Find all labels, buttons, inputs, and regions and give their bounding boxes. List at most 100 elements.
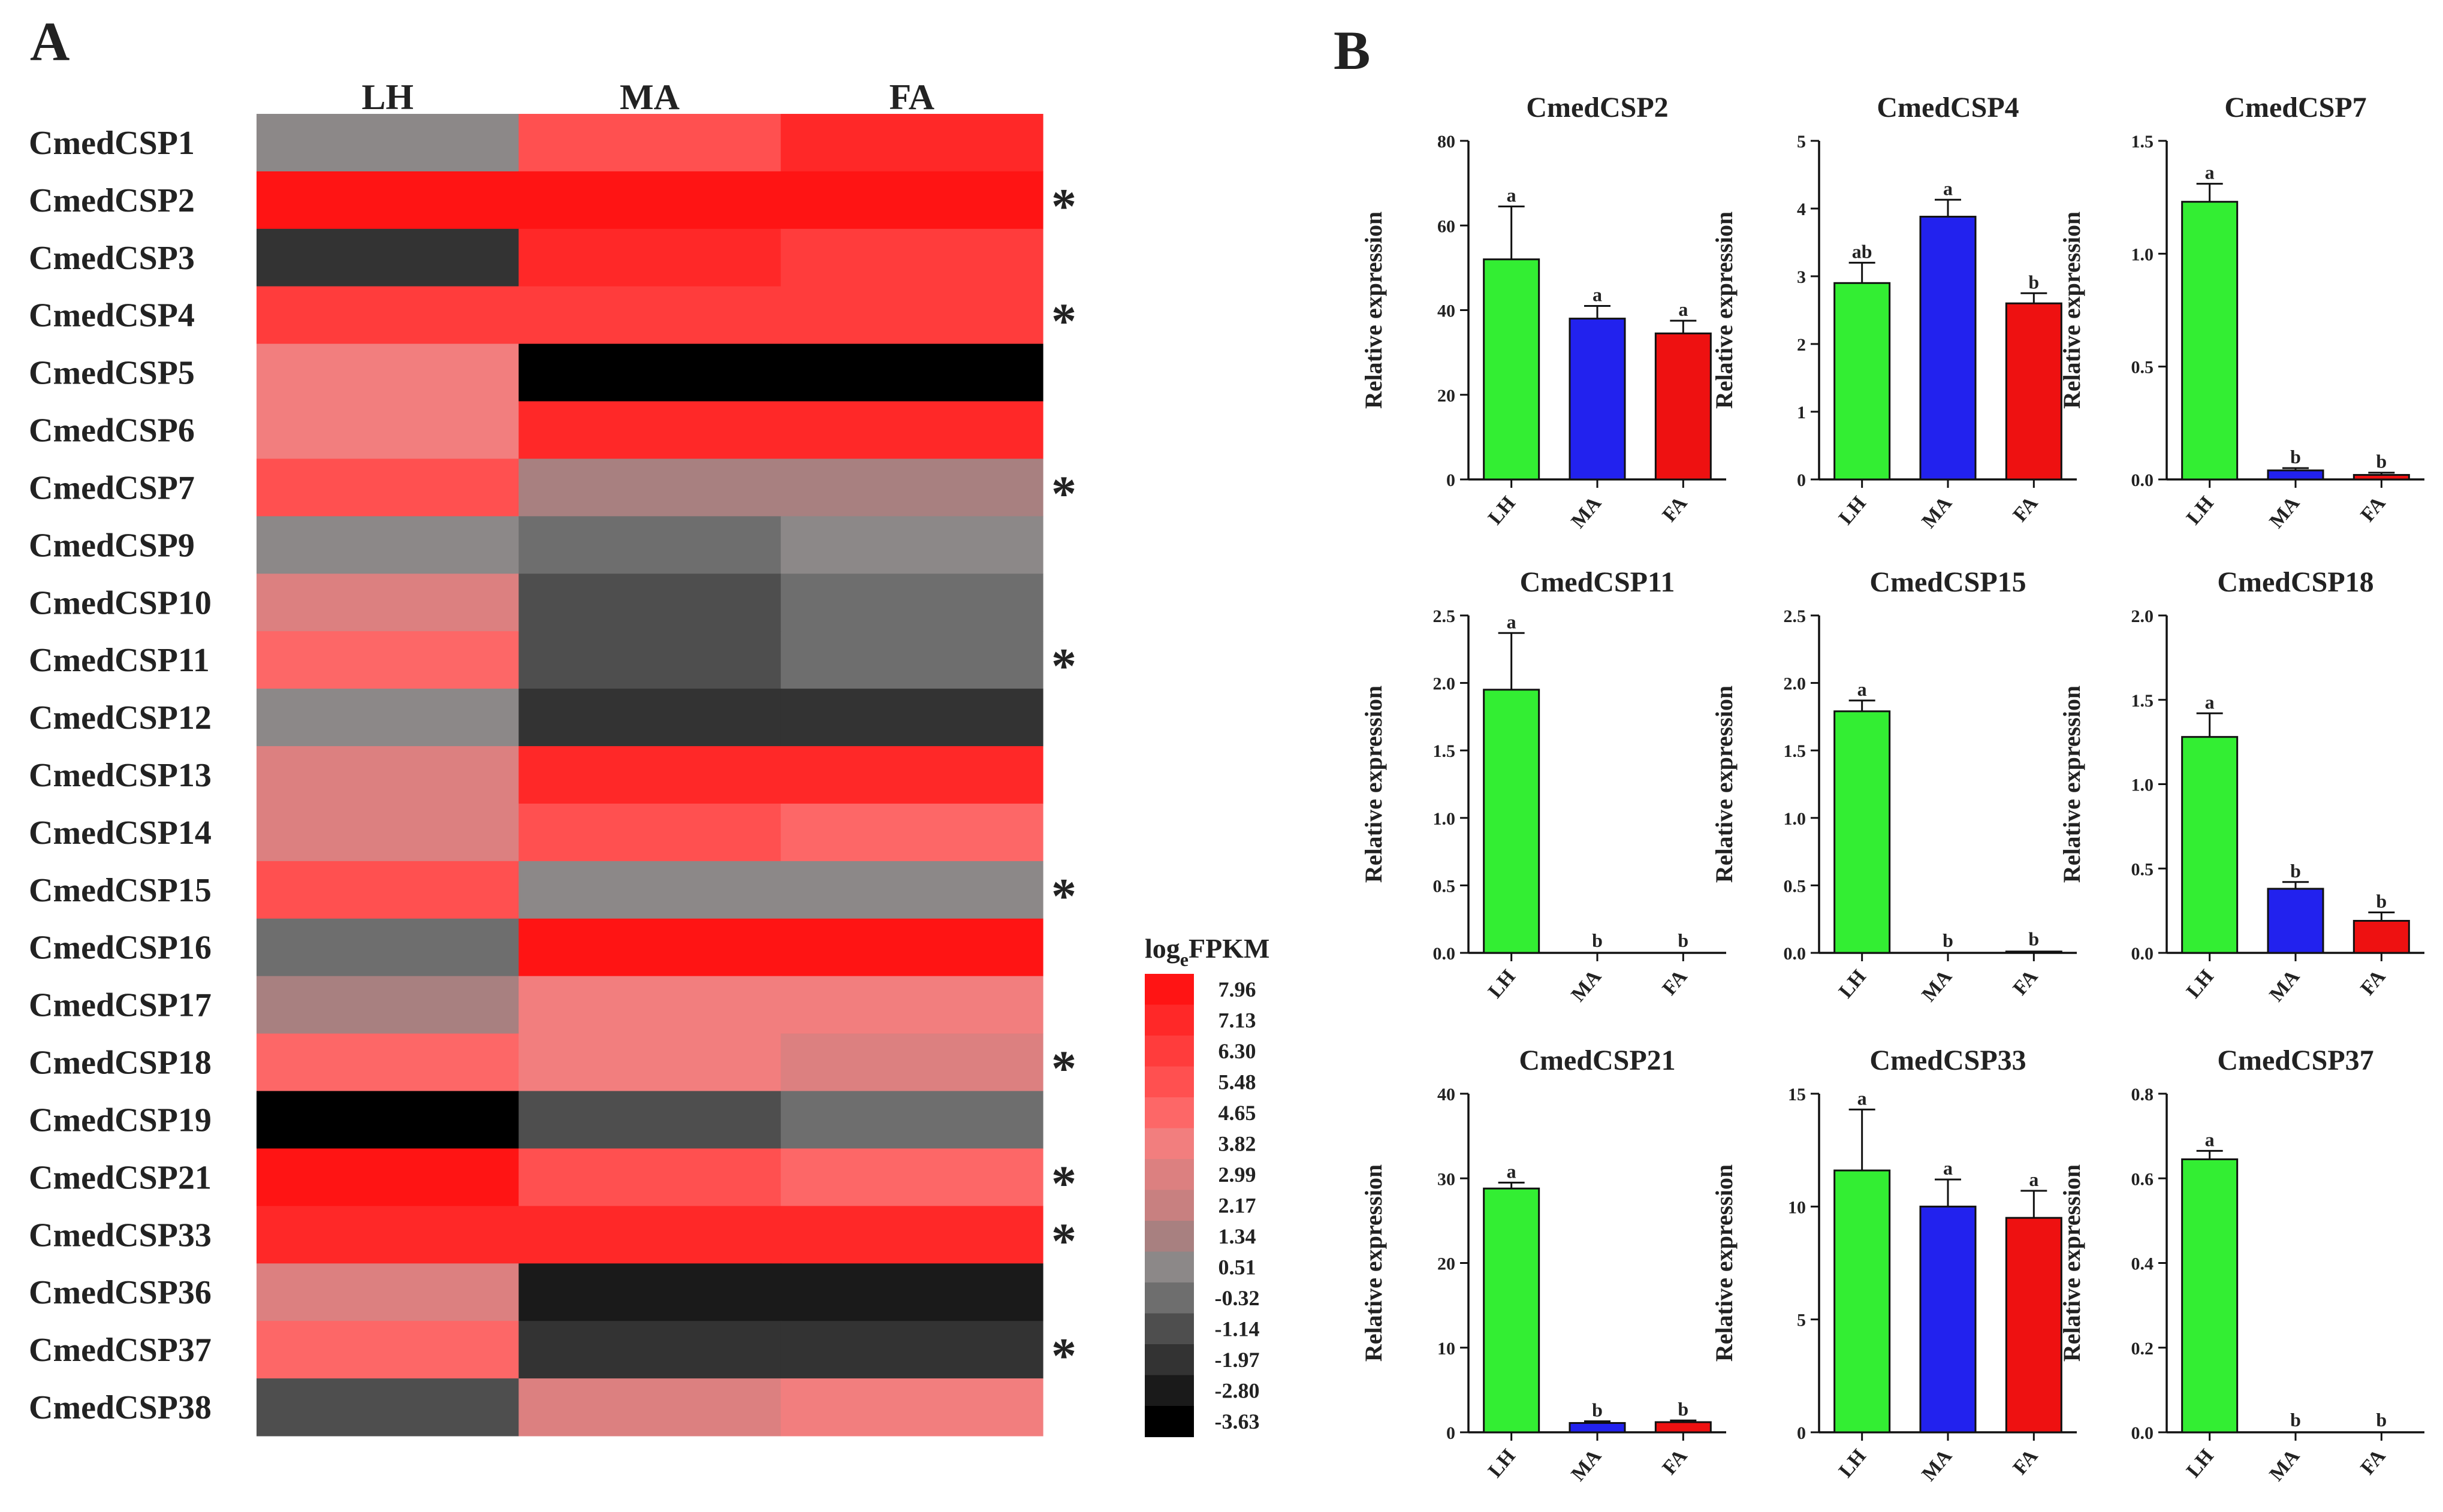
heatmap-cell (518, 631, 782, 689)
y-tick-label: 5 (1797, 132, 1806, 152)
y-tick-label: 2.0 (2131, 606, 2154, 626)
x-tick-label: LH (2182, 492, 2218, 529)
heatmap-row-label: CmedCSP4 (29, 297, 195, 334)
significance-letter: b (1678, 929, 1688, 951)
significance-letter: a (1678, 298, 1688, 320)
legend-swatch (1145, 1406, 1194, 1438)
heatmap-row-label: CmedCSP15 (29, 872, 212, 909)
heatmap-cell (257, 171, 519, 230)
x-tick-label: FA (2009, 1445, 2043, 1479)
x-tick-label: LH (1484, 492, 1520, 529)
heatmap-cell (257, 1206, 519, 1264)
y-tick-label: 20 (1437, 1254, 1455, 1274)
legend-swatch (1145, 1344, 1194, 1376)
y-tick-label: 0.0 (2131, 1423, 2154, 1443)
heatmap-row-label: CmedCSP10 (29, 584, 212, 621)
legend-tick-label: 7.13 (1219, 1008, 1256, 1032)
heatmap-cell (257, 1033, 519, 1092)
significance-letter: a (1943, 177, 1953, 199)
chart-title: CmedCSP21 (1519, 1045, 1675, 1076)
x-tick-label: FA (1658, 492, 1692, 526)
bar-ma (1569, 318, 1626, 481)
bar-lh (2181, 1158, 2239, 1433)
bar-fa (2005, 1217, 2062, 1433)
heatmap: LH MA FA CmedCSP1 CmedCSP2 * CmedCSP3 CmedCSP4 *… (29, 77, 1076, 1436)
heatmap-row-label: CmedCSP19 (29, 1101, 212, 1139)
y-tick-label: 10 (1788, 1197, 1806, 1217)
legend-tick-label: -1.14 (1215, 1317, 1260, 1341)
heatmap-row-label: CmedCSP21 (29, 1159, 212, 1196)
y-tick-label: 30 (1437, 1169, 1455, 1189)
legend-tick-label: -0.32 (1215, 1286, 1260, 1310)
heatmap-cell (518, 1378, 782, 1436)
significance-letter: b (2376, 1409, 2387, 1430)
x-tick-label: LH (1835, 492, 1871, 529)
legend-swatch (1145, 1159, 1194, 1191)
x-tick-label: LH (2182, 965, 2218, 1002)
heatmap-row-label: CmedCSP33 (29, 1217, 212, 1254)
heatmap-cell (780, 1091, 1043, 1149)
heatmap-cell (780, 631, 1043, 689)
legend-swatch (1145, 1128, 1194, 1160)
y-tick-label: 1.5 (1433, 741, 1456, 761)
significance-letter: ab (1852, 240, 1872, 262)
heatmap-cell (257, 976, 519, 1034)
x-tick-label: LH (1484, 1445, 1520, 1481)
y-tick-label: 5 (1797, 1311, 1806, 1330)
x-tick-label: MA (1917, 1445, 1956, 1486)
y-tick-label: 2.0 (1433, 674, 1456, 694)
y-tick-label: 40 (1437, 301, 1455, 321)
heatmap-cell (518, 114, 782, 172)
significance-star: * (1051, 638, 1076, 694)
heatmap-panel: A LH MA FA CmedCSP1 CmedCSP2 * CmedCSP3 CmedCSP… (29, 11, 1269, 1438)
heatmap-cell (518, 1148, 782, 1206)
x-tick-label: FA (2009, 965, 2043, 1000)
significance-letter: b (2376, 890, 2387, 912)
color-legend: logeFPKM 7.96 7.13 6.30 5.48 4.65 3.82 2.99 2.17… (1145, 933, 1269, 1438)
heatmap-cell (257, 1378, 519, 1436)
y-tick-label: 2.0 (1784, 674, 1806, 694)
significance-letter: a (1507, 184, 1516, 206)
heatmap-cell (257, 1263, 519, 1321)
legend-swatch (1145, 1190, 1194, 1221)
significance-star: * (1051, 294, 1076, 349)
heatmap-row-label: CmedCSP38 (29, 1389, 212, 1426)
heatmap-row-label: CmedCSP16 (29, 929, 212, 967)
heatmap-cell (780, 286, 1043, 345)
legend-swatch (1145, 1036, 1194, 1067)
heatmap-row-label: CmedCSP7 (29, 469, 195, 506)
heatmap-cell (780, 803, 1043, 862)
chart-title: CmedCSP7 (2224, 92, 2366, 123)
bar-lh (1483, 258, 1540, 481)
legend-swatch (1145, 974, 1194, 1006)
x-tick-label: MA (2265, 965, 2304, 1006)
significance-letter: b (2028, 271, 2039, 292)
heatmap-cell (518, 746, 782, 804)
legend-tick-label: 6.30 (1219, 1039, 1256, 1063)
significance-letter: b (1678, 1398, 1688, 1420)
significance-letter: a (2205, 162, 2215, 183)
bar-fa (1654, 1421, 1712, 1433)
heatmap-cell (518, 861, 782, 919)
heatmap-cell (257, 1148, 519, 1206)
significance-letter: a (1857, 678, 1867, 700)
bar-chart-cmedcsp37: CmedCSP37 Relative expression 0.0 0.2 0.4 0.6… (2058, 1045, 2424, 1486)
bar-fa (2352, 473, 2410, 481)
bar-chart-cmedcsp21: CmedCSP21 Relative expression 0 10 20 30 40 a LH… (1360, 1045, 1726, 1486)
heatmap-row-label: CmedCSP3 (29, 240, 195, 277)
significance-star: * (1051, 1041, 1076, 1097)
heatmap-cell (780, 574, 1043, 632)
y-tick-label: 0 (1446, 1423, 1455, 1443)
heatmap-row-label: CmedCSP36 (29, 1274, 212, 1311)
y-tick-label: 0.2 (2131, 1339, 2154, 1359)
chart-title: CmedCSP11 (1520, 566, 1675, 598)
heatmap-cell (257, 746, 519, 804)
heatmap-cell (780, 1033, 1043, 1092)
heatmap-cell (780, 458, 1043, 517)
chart-title: CmedCSP37 (2217, 1045, 2373, 1076)
heatmap-cell (780, 918, 1043, 977)
y-tick-label: 1 (1797, 403, 1806, 422)
significance-letter: b (1943, 929, 1953, 951)
heatmap-cell (257, 861, 519, 919)
